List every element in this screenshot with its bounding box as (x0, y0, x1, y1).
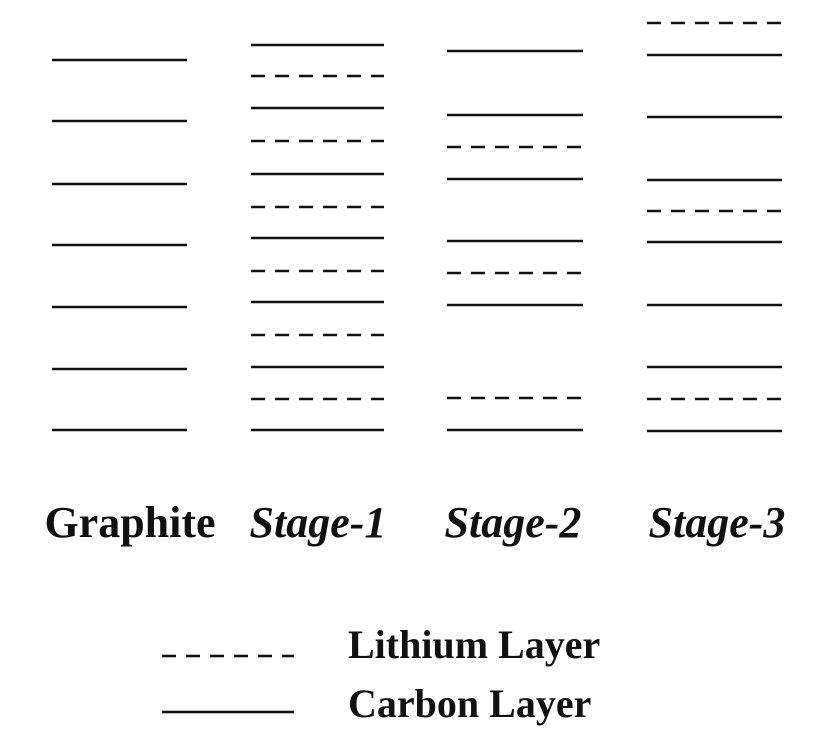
column-label-stage-3: Stage-3 (648, 498, 786, 547)
column-label-graphite: Graphite (44, 498, 216, 547)
column-label-stage-1: Stage-1 (249, 498, 387, 547)
column-label-stage-2: Stage-2 (444, 498, 582, 547)
legend-lithium-label: Lithium Layer (348, 622, 601, 667)
legend-carbon-label: Carbon Layer (348, 681, 592, 726)
